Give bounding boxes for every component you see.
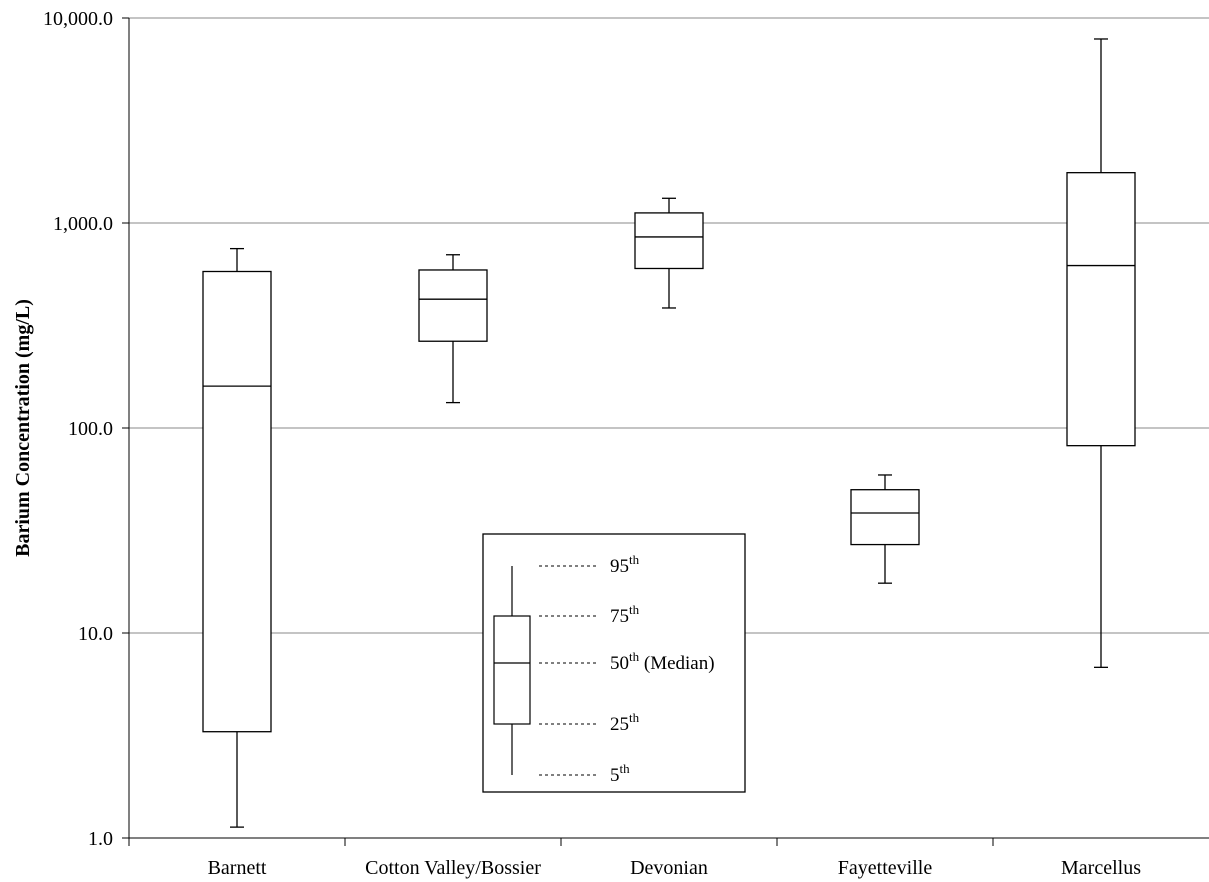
legend-box	[494, 616, 530, 724]
box-iqr	[1067, 173, 1135, 446]
box-iqr	[635, 213, 703, 269]
box-cotton-valley-bossier	[419, 255, 487, 403]
box-barnett	[203, 249, 271, 828]
box-devonian	[635, 198, 703, 308]
y-tick-label: 10.0	[78, 623, 113, 645]
y-tick-label: 100.0	[68, 418, 113, 440]
box-iqr	[203, 271, 271, 731]
y-tick-label: 1.0	[88, 828, 113, 850]
x-category-label: Fayetteville	[838, 857, 933, 879]
x-category-label: Devonian	[630, 857, 708, 879]
box-iqr	[419, 270, 487, 341]
x-category-label: Barnett	[208, 857, 267, 879]
legend-label-p50: 50th (Median)	[610, 649, 715, 674]
box-fayetteville	[851, 475, 919, 583]
y-axis-label: Barium Concentration (mg/L)	[12, 299, 34, 557]
y-ticks: 1.0 10.0 100.0 1,000.0 10,000.0	[43, 8, 129, 850]
box-marcellus	[1067, 39, 1135, 667]
x-ticks: Barnett Cotton Valley/Bossier Devonian Faye…	[129, 838, 1141, 879]
x-category-label: Marcellus	[1061, 857, 1141, 879]
x-category-label: Cotton Valley/Bossier	[365, 857, 541, 879]
y-tick-label: 10,000.0	[43, 8, 113, 30]
y-tick-label: 1,000.0	[53, 213, 113, 235]
box-iqr	[851, 490, 919, 545]
